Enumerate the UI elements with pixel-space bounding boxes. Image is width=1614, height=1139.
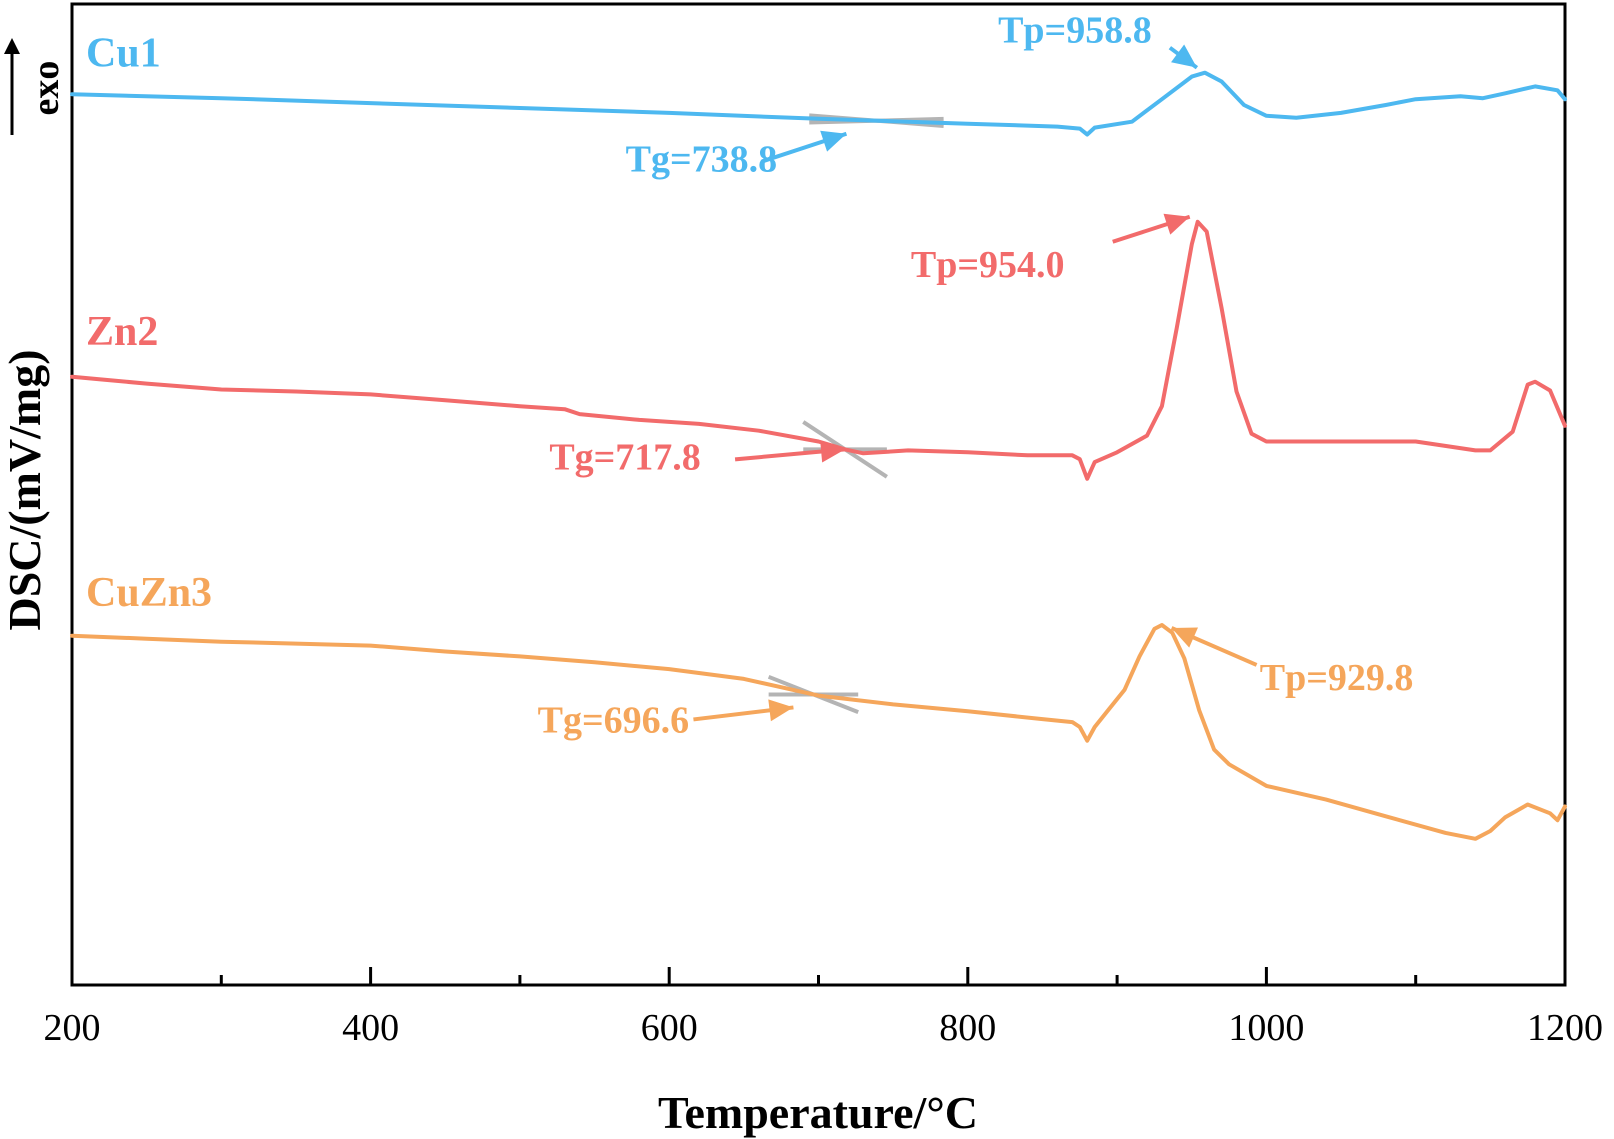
x-tick-label-1200: 1200 [1527, 1007, 1603, 1049]
annotation-arrow-head-3 [820, 440, 846, 463]
series-line-Cu1 [70, 70, 1567, 137]
series-line-Zn2 [70, 219, 1567, 481]
x-tick-label-600: 600 [641, 1007, 698, 1049]
x-tick-label-800: 800 [939, 1007, 996, 1049]
annotation-arrow-head-5 [768, 699, 794, 722]
tg-tangent-lines [767, 113, 944, 714]
annotation-arrow-head-4 [1171, 627, 1198, 648]
x-tick-label-400: 400 [342, 1007, 399, 1049]
annotation-label-2: Tp=954.0 [911, 244, 1065, 286]
annotation-label-4: Tp=929.8 [1260, 657, 1414, 699]
annotation-label-1: Tg=738.8 [626, 139, 778, 181]
x-axis-title: Temperature/°C [658, 1087, 978, 1138]
annotation-arrow-head-2 [1163, 213, 1190, 235]
annotation-arrow-head-0 [1171, 44, 1197, 68]
series-name-Zn2: Zn2 [86, 309, 158, 355]
annotation-label-5: Tg=696.6 [538, 699, 690, 741]
annotation-label-3: Tg=717.8 [549, 436, 701, 478]
x-axis-ticks [70, 967, 1567, 985]
x-tick-label-1000: 1000 [1228, 1007, 1304, 1049]
series-line-CuZn3 [70, 623, 1567, 841]
series-name-Cu1: Cu1 [86, 30, 161, 76]
y-axis-title: DSC/(mV/mg) [0, 349, 50, 630]
peak-annotations: Tp=958.8 Tg=738.8 Tp=954.0 Tg=717.8 Tp=929.8… [538, 10, 1414, 742]
annotation-arrow-head-1 [820, 130, 847, 152]
series-names: Cu1 Zn2 CuZn3 [86, 30, 212, 616]
series-lines [70, 70, 1567, 841]
plot-frame [70, 2, 1567, 987]
exo-label: exo [25, 61, 67, 116]
x-axis-tick-labels: 200 400 600 800 1000 1200 [44, 1007, 1604, 1049]
annotation-label-0: Tp=958.8 [998, 10, 1152, 52]
x-tick-label-200: 200 [44, 1007, 101, 1049]
exo-indicator: exo [4, 38, 67, 135]
exo-arrow-head [4, 38, 20, 54]
series-name-CuZn3: CuZn3 [86, 570, 212, 616]
